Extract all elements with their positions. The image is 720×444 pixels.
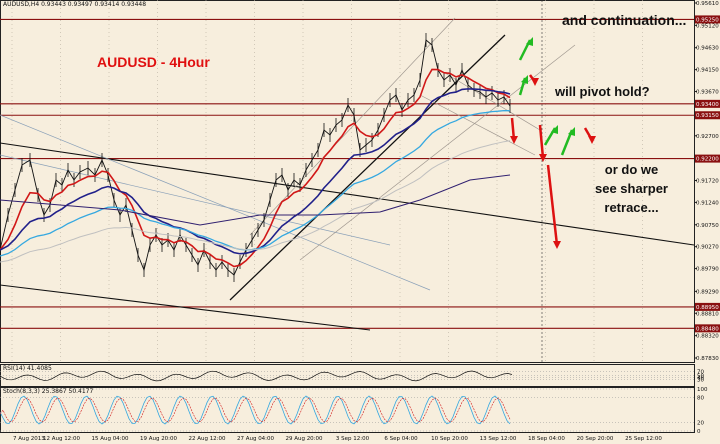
- bearish-arrow-head: [531, 78, 539, 86]
- rsi-axis-label: 70: [697, 369, 704, 375]
- sharper-retrace-annotation: or do we see sharper retrace...: [595, 162, 668, 215]
- y-axis-label: 0.92200: [696, 157, 719, 163]
- ema-long-line: [0, 140, 511, 263]
- ema-longest-line: [0, 174, 511, 226]
- rsi-line: [0, 370, 513, 382]
- main-pane-frame: [0, 0, 695, 363]
- y-axis-label: 0.95250: [696, 17, 719, 23]
- x-axis-label: 10 Sep 20:00: [431, 436, 468, 442]
- x-axis-label: 12 Aug 12:00: [43, 436, 81, 442]
- rsi-axis-label: 40: [697, 376, 704, 382]
- stoch-d-line: [0, 397, 511, 423]
- bullish-arrow-head: [551, 125, 558, 134]
- bullish-arrow-head: [521, 75, 528, 84]
- chart-title-annotation: AUDUSD - 4Hour: [97, 54, 210, 70]
- price-line: [0, 39, 511, 276]
- stoch-axis-label: 100: [697, 387, 708, 393]
- x-axis-label: 3 Sep 12:00: [336, 436, 370, 442]
- y-label-highlight: [695, 99, 720, 108]
- rsi-axis-label: 30: [697, 378, 704, 384]
- bullish-arrow-head: [526, 37, 533, 46]
- uptrend-line: [229, 34, 506, 301]
- y-axis-label: 0.89790: [696, 267, 719, 273]
- x-axis-label: 22 Aug 12:00: [188, 436, 226, 442]
- ema-fast-line: [0, 68, 511, 268]
- x-axis-label: 7 Aug 2013: [13, 436, 45, 442]
- y-label-highlight: [695, 15, 720, 24]
- y-axis-label: 0.88950: [696, 305, 719, 311]
- y-axis-label: 0.91720: [696, 179, 719, 185]
- y-axis-label: 0.90270: [696, 245, 719, 251]
- x-axis-label: 27 Aug 04:00: [237, 436, 275, 442]
- bearish-arrow-head: [539, 154, 547, 162]
- y-axis-label: 0.95120: [696, 23, 719, 29]
- pullback-channel-lower: [419, 94, 536, 156]
- x-axis-label: 19 Aug 20:00: [140, 436, 178, 442]
- bearish-arrow-head: [553, 241, 561, 249]
- ema-mid-line: [0, 88, 511, 255]
- y-label-highlight: [695, 154, 720, 163]
- y-axis-label: 0.93400: [696, 102, 719, 108]
- y-axis-label: 0.93670: [696, 90, 719, 96]
- y-axis-label: 0.92700: [696, 134, 719, 140]
- pivot-annotation: will pivot hold?: [555, 84, 650, 99]
- y-axis-label: 0.94150: [696, 68, 719, 74]
- y-axis-label: 0.94630: [696, 46, 719, 52]
- stoch-axis-label: 0: [697, 429, 701, 435]
- stoch-label: Stoch(8,3,3) 25.3867 50.4177: [3, 388, 94, 395]
- up-channel-upper: [249, 17, 456, 236]
- x-axis-label: 13 Sep 12:00: [480, 436, 517, 442]
- stoch-axis-label: 80: [697, 395, 704, 401]
- y-label-highlight: [695, 302, 720, 311]
- y-label-highlight: [695, 111, 720, 120]
- x-axis-label: 25 Sep 12:00: [625, 436, 662, 442]
- y-axis-label: 0.90750: [696, 223, 719, 229]
- x-axis-label: 20 Sep 20:00: [577, 436, 614, 442]
- pullback-channel-upper: [439, 69, 541, 131]
- bearish-arrow: [546, 164, 559, 246]
- bearish-arrow-head: [588, 136, 596, 144]
- x-axis-label: 29 Aug 20:00: [285, 436, 323, 442]
- stoch-axis-label: 20: [697, 421, 704, 427]
- y-axis-label: 0.93150: [696, 113, 719, 119]
- y-axis-label: 0.89290: [696, 289, 719, 295]
- bearish-arrow: [538, 124, 545, 159]
- y-axis-label: 0.91240: [696, 200, 719, 206]
- long-downtrend-line: [0, 142, 695, 246]
- ema-slow-line: [0, 109, 511, 257]
- y-label-highlight: [695, 324, 720, 333]
- rsi-label: RSI(14) 41.4085: [3, 365, 52, 372]
- stoch-k-line: [0, 395, 511, 425]
- y-axis-label: 0.88810: [696, 311, 719, 317]
- up-channel-mid: [299, 44, 576, 261]
- stoch-pane-frame: [0, 387, 695, 433]
- symbol-header: AUDUSD,H4 0.93443 0.93497 0.93414 0.9344…: [3, 1, 147, 8]
- y-axis-label: 0.87830: [696, 356, 719, 362]
- bullish-arrow-head: [568, 127, 575, 136]
- continuation-annotation: and continuation...: [562, 12, 687, 28]
- x-axis-label: 6 Sep 04:00: [384, 436, 418, 442]
- rsi-axis-label: 50: [697, 374, 704, 380]
- x-axis-label: 18 Sep 04:00: [528, 436, 565, 442]
- lower-downtrend-line: [0, 284, 371, 331]
- x-axis-label: 15 Aug 04:00: [91, 436, 129, 442]
- y-axis-label: 0.88320: [696, 334, 719, 340]
- down-channel-lower: [0, 114, 431, 291]
- down-channel-mid: [0, 154, 391, 246]
- y-axis-label: 0.95610: [696, 1, 719, 7]
- y-axis-label: 0.88480: [696, 326, 719, 332]
- bearish-arrow-head: [510, 136, 518, 144]
